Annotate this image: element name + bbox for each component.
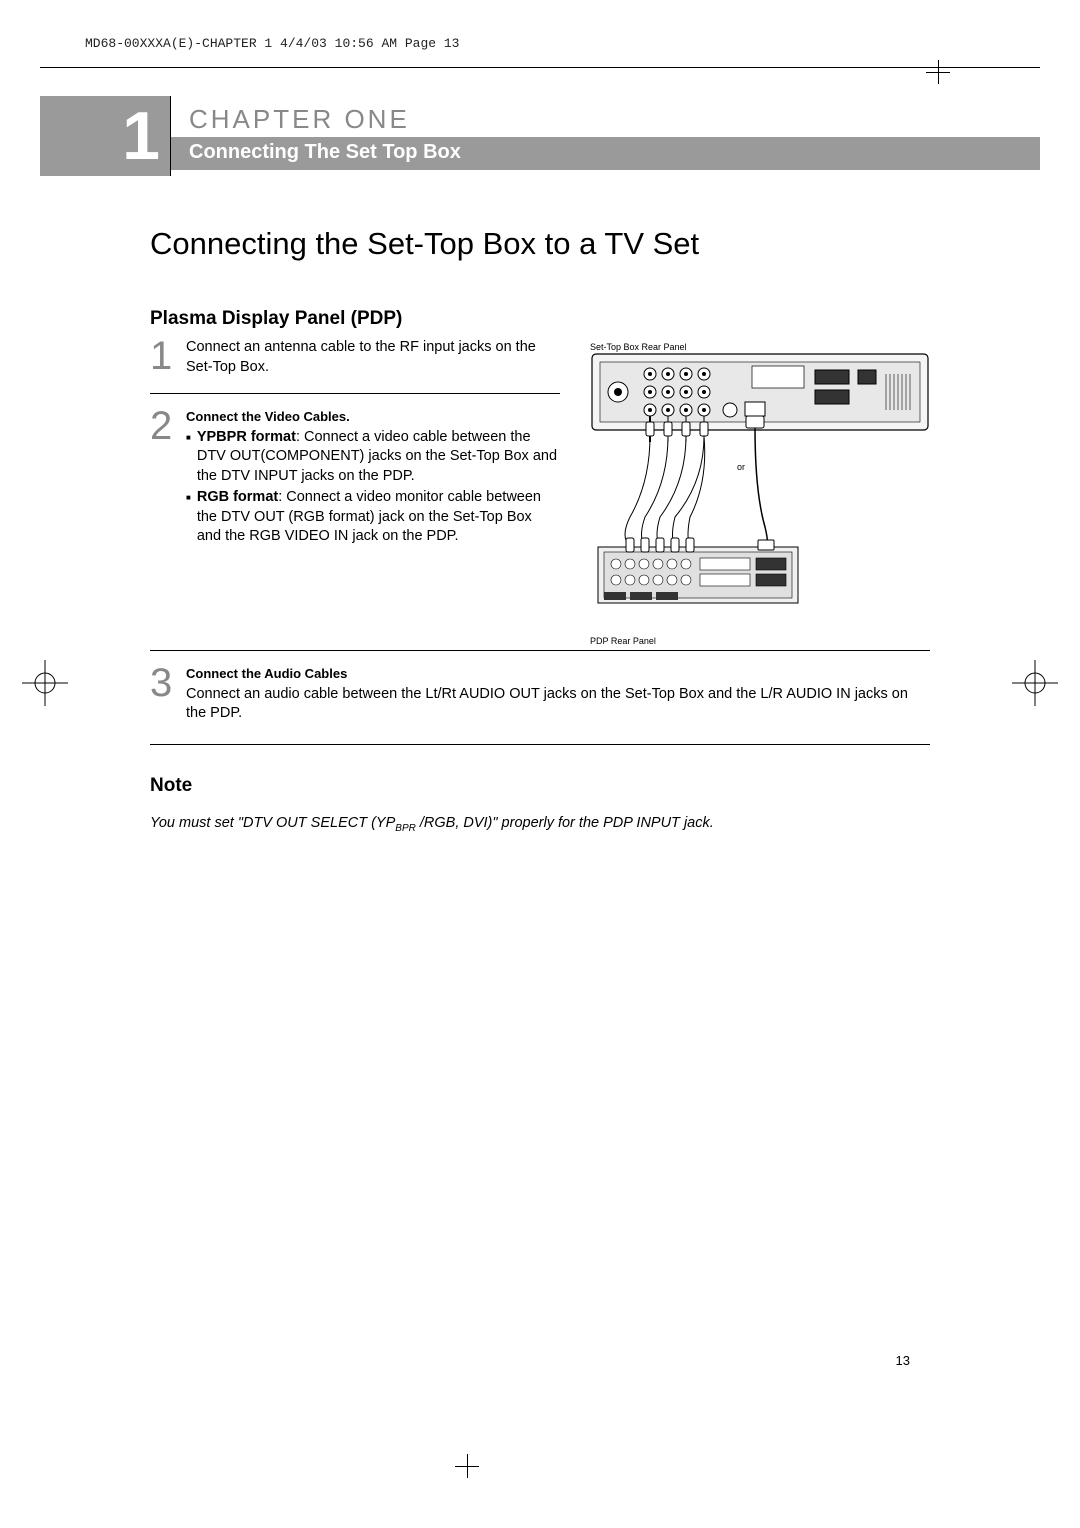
chapter-header: 1 CHAPTER ONE Connecting The Set Top Box	[40, 96, 1040, 176]
diagram-bottom-label: PDP Rear Panel	[590, 636, 930, 646]
bullet-lead: RGB format	[197, 489, 278, 505]
note-body: You must set "DTV OUT SELECT (YPBPR /RGB…	[150, 815, 930, 834]
chapter-number: 1	[122, 102, 160, 170]
registration-mark-icon	[22, 660, 68, 706]
right-column: Set-Top Box Rear Panel	[590, 338, 930, 646]
crop-mark-icon	[455, 1454, 479, 1478]
step-body: Connect the Audio Cables Connect an audi…	[186, 665, 930, 724]
diagram-top-label: Set-Top Box Rear Panel	[590, 342, 930, 352]
bullet-text: RGB format: Connect a video monitor cabl…	[197, 488, 560, 547]
bullet-lead: YPBPR format	[197, 429, 296, 445]
step-number: 1	[150, 338, 176, 377]
bullet-text: YPBPR format: Connect a video cable betw…	[197, 428, 560, 487]
bullet-icon: ■	[186, 488, 191, 547]
bullet-icon: ■	[186, 428, 191, 487]
or-label: or	[737, 462, 745, 472]
bullet-item: ■ RGB format: Connect a video monitor ca…	[186, 488, 560, 547]
page-container: MD68-00XXXA(E)-CHAPTER 1 4/4/03 10:56 AM…	[40, 30, 1040, 1498]
step-heading: Connect the Audio Cables	[186, 665, 930, 683]
step-3: 3 Connect the Audio Cables Connect an au…	[150, 665, 930, 745]
page-number: 13	[896, 1353, 910, 1368]
step-number: 3	[150, 665, 176, 724]
step-text: Connect an audio cable between the Lt/Rt…	[186, 686, 908, 722]
step-2: 2 Connect the Video Cables. ■ YPBPR form…	[150, 408, 560, 563]
crop-mark-icon	[926, 60, 950, 84]
note-pre: You must set "DTV OUT SELECT (YP	[150, 815, 395, 831]
registration-mark-icon	[1012, 660, 1058, 706]
content-area: Connecting the Set-Top Box to a TV Set P…	[40, 176, 1040, 834]
print-header: MD68-00XXXA(E)-CHAPTER 1 4/4/03 10:56 AM…	[40, 30, 1040, 57]
chapter-title: CHAPTER ONE	[189, 104, 1040, 135]
left-column: 1 Connect an antenna cable to the RF inp…	[150, 338, 560, 646]
two-column-layout: 1 Connect an antenna cable to the RF inp…	[150, 338, 930, 646]
diagram-svg: or	[590, 352, 930, 622]
chapter-number-box: 1	[40, 96, 170, 176]
step-number: 2	[150, 408, 176, 547]
main-title: Connecting the Set-Top Box to a TV Set	[150, 226, 930, 262]
note-sub: BPR	[395, 823, 416, 834]
step-body: Connect an antenna cable to the RF input…	[186, 338, 560, 377]
connection-diagram: or	[590, 352, 930, 632]
divider	[150, 650, 930, 651]
note-post: /RGB, DVI)" properly for the PDP INPUT j…	[416, 815, 714, 831]
chapter-subtitle: Connecting The Set Top Box	[171, 137, 1040, 170]
chapter-titles: CHAPTER ONE Connecting The Set Top Box	[170, 96, 1040, 176]
bullet-item: ■ YPBPR format: Connect a video cable be…	[186, 428, 560, 487]
section-title: Plasma Display Panel (PDP)	[150, 308, 930, 330]
note-title: Note	[150, 775, 930, 797]
step-body: Connect the Video Cables. ■ YPBPR format…	[186, 408, 560, 547]
step-heading: Connect the Video Cables.	[186, 408, 560, 426]
top-rule	[40, 67, 1040, 68]
step-1: 1 Connect an antenna cable to the RF inp…	[150, 338, 560, 394]
